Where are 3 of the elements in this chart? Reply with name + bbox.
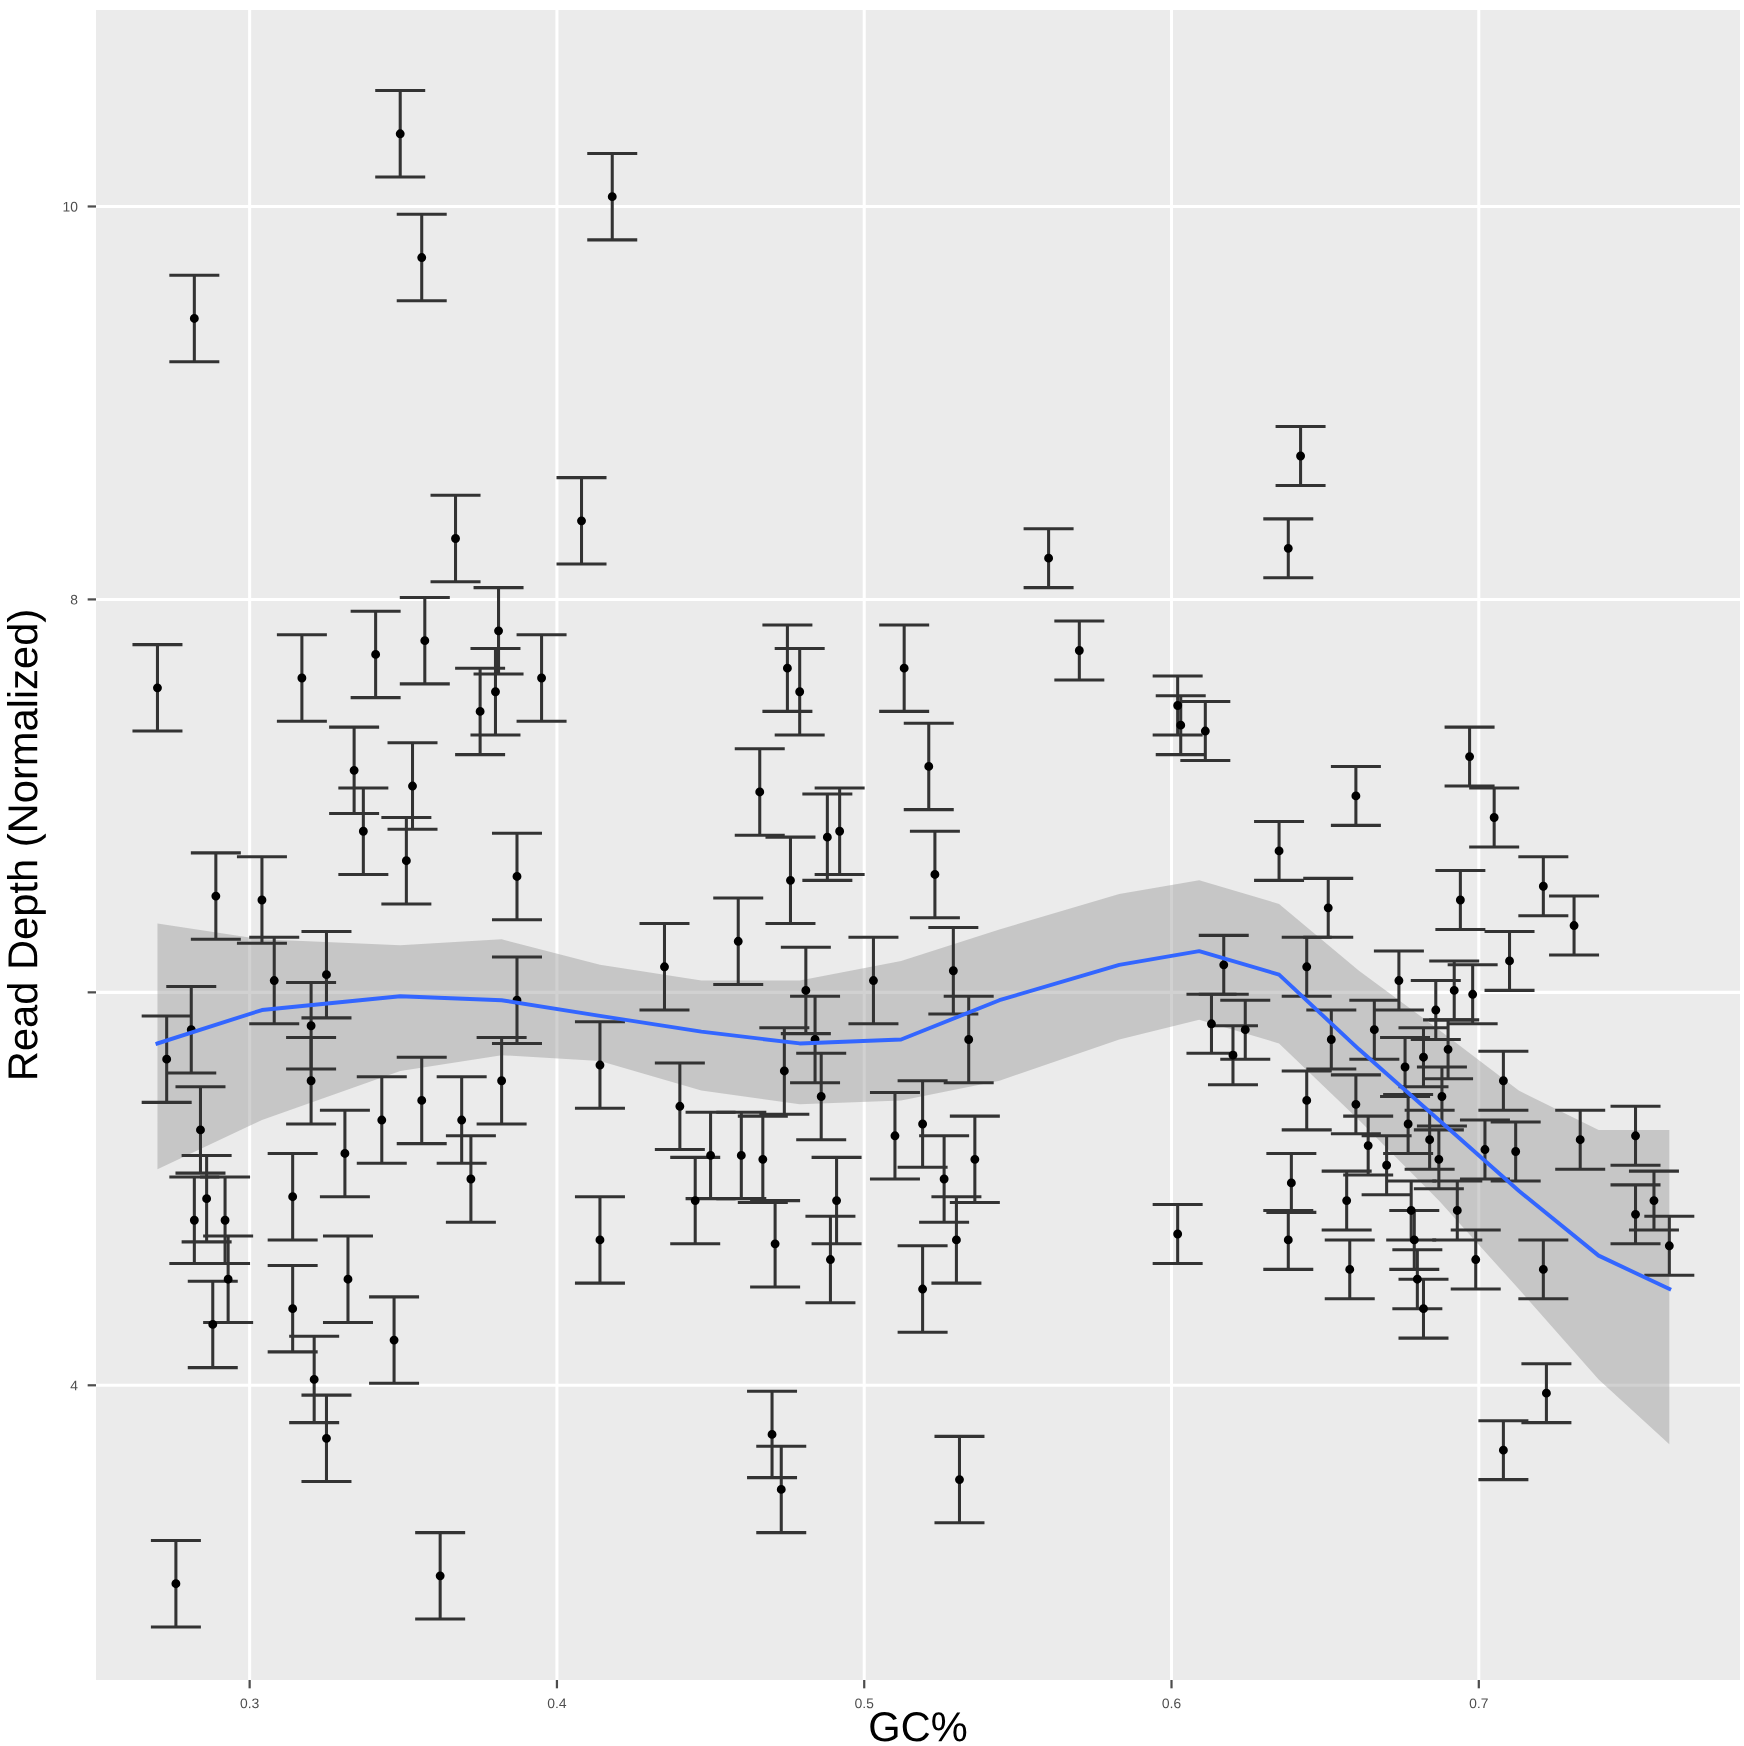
line-series (155, 949, 1672, 1291)
x-axis-title: GC% (870, 1712, 967, 1742)
y-axis-title: Read Depth (Normalized) (6, 611, 46, 1078)
